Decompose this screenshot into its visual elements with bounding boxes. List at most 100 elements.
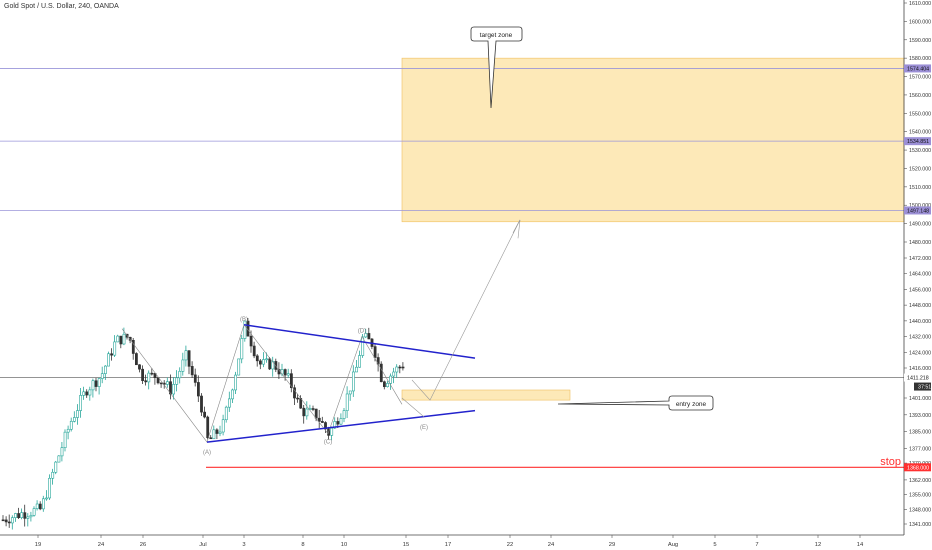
candle-body [138, 364, 141, 370]
candle-body [398, 366, 402, 369]
candle-body [218, 431, 222, 434]
wave-line [121, 324, 403, 443]
callout-box [470, 26, 523, 109]
candle-body [283, 369, 287, 376]
candle-body [94, 380, 98, 387]
candle-body [20, 512, 24, 519]
time-tick-label: 14 [857, 542, 864, 548]
time-tick-label: 24 [548, 542, 555, 548]
price-tick-label: 1520.000 [909, 166, 931, 172]
candle-body [212, 429, 216, 440]
candle-body [17, 513, 21, 519]
candle-body [119, 335, 123, 345]
candle-body [131, 340, 135, 354]
entry-zone-label: entry zone [676, 401, 707, 408]
candle-body [289, 373, 293, 389]
candle-body [187, 350, 191, 367]
price-tick-label: 1393.000 [909, 413, 931, 419]
time-tick-label: 3 [242, 542, 245, 548]
time-tick-label: Jul [199, 542, 206, 548]
candle-body [57, 455, 61, 463]
price-tick-label: 1570.000 [909, 75, 931, 81]
candle-body [97, 378, 101, 387]
candle-body [243, 320, 247, 339]
entry-callout-box [557, 395, 714, 411]
level-tag-2: 1497.148 [907, 208, 929, 214]
candle-body [54, 461, 58, 473]
price-tick-label: 1590.000 [909, 38, 931, 44]
candle-body [79, 395, 83, 411]
candle-body [175, 377, 179, 385]
price-tick-label: 1385.000 [909, 430, 931, 436]
price-tick-label: 1530.000 [909, 148, 931, 154]
target-zone [401, 57, 905, 223]
candle-body [190, 366, 194, 376]
candle-body [172, 384, 176, 395]
candle-body [26, 516, 30, 519]
price-tick-label: 1341.000 [909, 522, 931, 528]
candle-body [110, 353, 114, 356]
candle-body [234, 374, 238, 391]
candle-body [228, 398, 231, 408]
candle-body [364, 333, 368, 338]
price-tick-label: 1472.000 [909, 256, 931, 262]
price-tick-label: 1424.000 [909, 350, 931, 356]
time-tick-label: 7 [755, 542, 758, 548]
time-tick-label: 17 [445, 542, 451, 548]
candle-body [255, 355, 259, 362]
candle-body [314, 408, 318, 419]
price-tick-label: 1464.000 [909, 272, 931, 278]
candle-body [268, 358, 272, 370]
candle-body [324, 422, 327, 430]
candle-body [286, 373, 290, 376]
candle-body [141, 368, 145, 381]
price-tick-label: 1500.000 [909, 203, 931, 209]
stop-tag-bg [904, 463, 931, 472]
candle-body [14, 513, 17, 518]
candle-body [159, 382, 163, 385]
candle-body [11, 517, 14, 524]
price-tick-label: 1416.000 [909, 366, 931, 372]
candle-body [392, 371, 396, 377]
time-tick-label: 10 [341, 542, 347, 548]
time-tick-label: 19 [35, 542, 41, 548]
price-tick-label: 1510.000 [909, 185, 931, 191]
countdown-label: 37:51 [918, 385, 931, 391]
candles [1, 318, 405, 530]
candle-body [401, 366, 405, 369]
candle-body [361, 336, 365, 356]
entry-zone [401, 389, 571, 401]
candle-body [107, 353, 110, 367]
candle-body [88, 389, 92, 396]
triangle-upper [243, 324, 476, 359]
candle-body [339, 418, 343, 425]
time-tick-label: 12 [815, 542, 821, 548]
candle-body [181, 359, 185, 372]
price-tick-label: 1401.000 [909, 396, 931, 402]
candle-body [200, 395, 203, 413]
price-tick-label: 1440.000 [909, 319, 931, 325]
target-zone-callout: target zone [470, 26, 523, 109]
candle-body [4, 519, 8, 523]
candle-body [153, 373, 157, 378]
candle-body [147, 372, 151, 383]
candle-body [336, 421, 340, 425]
price-tick-label: 1480.000 [909, 240, 931, 246]
candle-body [231, 389, 234, 400]
price-tick-label: 1580.000 [909, 56, 931, 62]
time-tick-label: Aug [668, 542, 678, 548]
price-tick-label: 1355.000 [909, 493, 931, 499]
candle-body [389, 375, 393, 384]
price-tick-label: 1448.000 [909, 303, 931, 309]
candle-body [100, 373, 104, 379]
current-price-tag-bg [904, 373, 931, 382]
countdown-bg [914, 382, 931, 391]
level-tag-1: 1534.851 [907, 139, 929, 145]
time-tick-label: 15 [403, 542, 409, 548]
time-tick-label: 29 [609, 542, 615, 548]
stop-tag: 1368.000 [907, 465, 929, 471]
candle-body [265, 358, 269, 361]
candle-body [317, 417, 321, 422]
